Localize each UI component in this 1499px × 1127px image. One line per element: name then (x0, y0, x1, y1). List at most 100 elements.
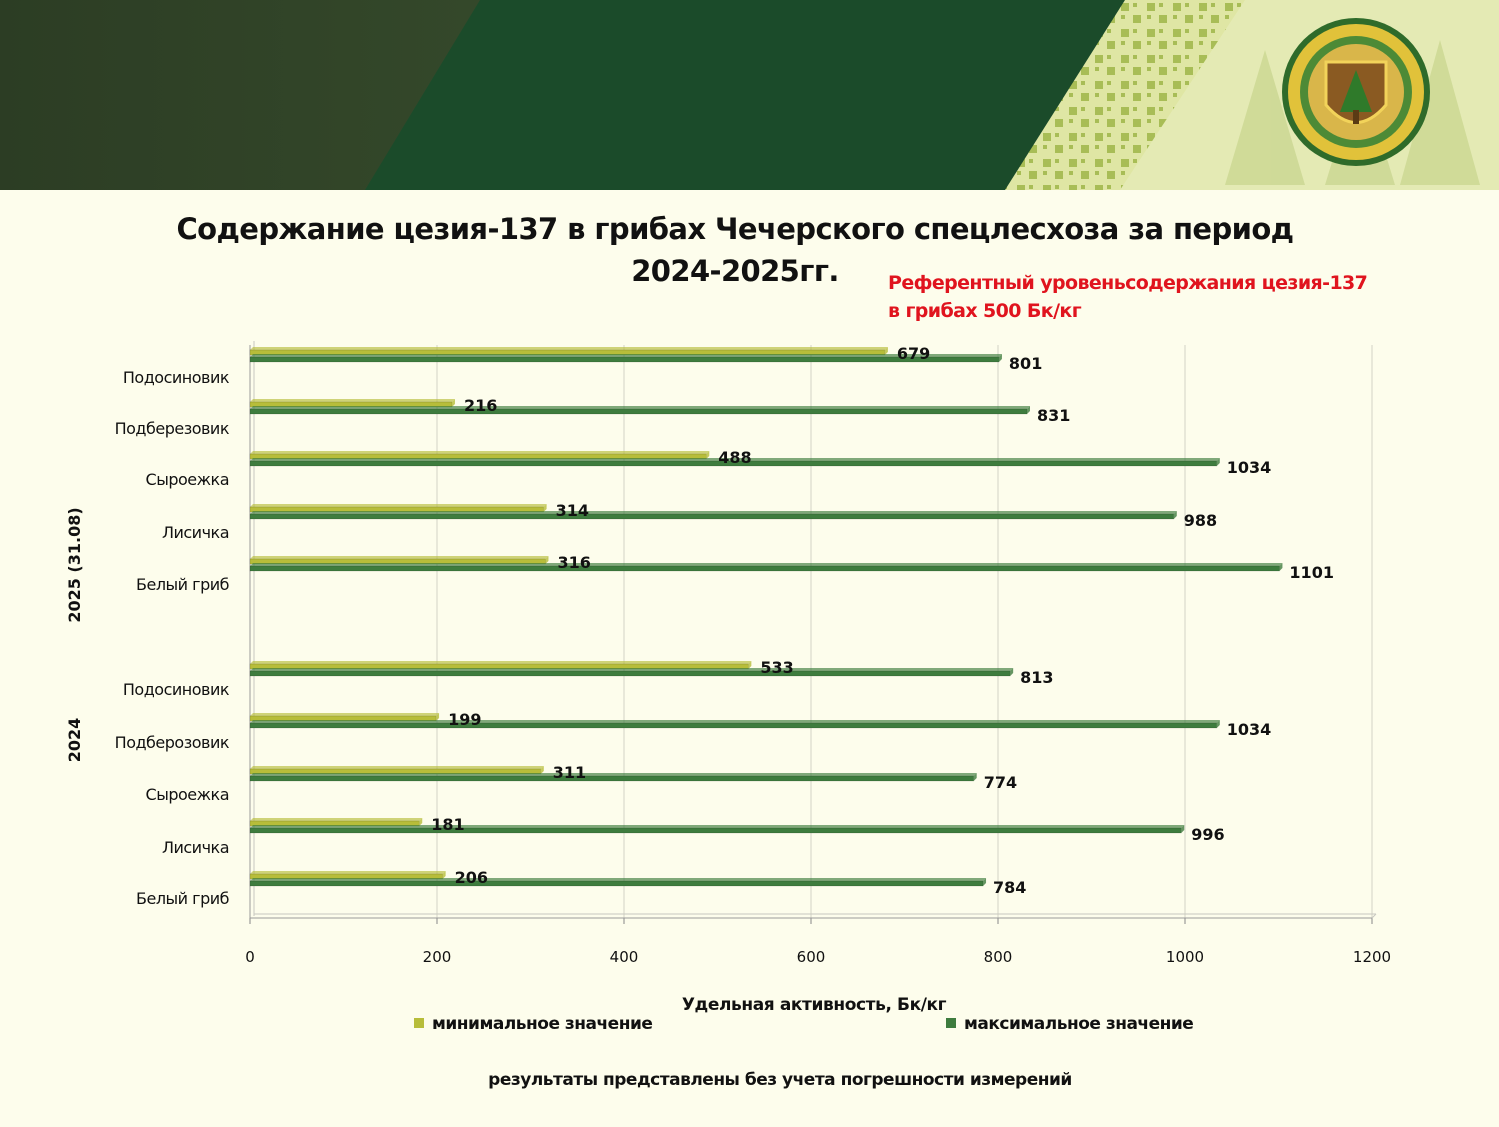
x-axis-title: Удельная активность, Бк/кг (682, 995, 947, 1015)
gridlines (436, 345, 1373, 918)
bar-side-face (1173, 511, 1177, 519)
bar-front-face (249, 880, 984, 887)
bar-min-4 (249, 871, 446, 880)
data-label-max: 1034 (1227, 458, 1272, 477)
bar-side-face (973, 773, 977, 781)
bar-top-face (250, 458, 1220, 461)
bar-max-3 (249, 825, 1185, 834)
data-label-min: 206 (455, 868, 488, 887)
category-label: Сыроежка (146, 785, 229, 804)
bar-top-face (250, 556, 549, 559)
x-tick-label: 0 (245, 948, 255, 966)
legend: минимальное значение максимальное значени… (414, 1014, 1194, 1034)
bar-top-face (250, 878, 987, 881)
bar-top-face (250, 720, 1220, 723)
bar-front-face (249, 775, 974, 782)
x-tick-label: 600 (797, 948, 826, 966)
bar-front-face (249, 565, 1280, 572)
bar-min-2 (249, 451, 710, 460)
data-label-min: 533 (760, 658, 793, 677)
emblem-icon (1282, 18, 1430, 166)
data-label-max: 831 (1037, 406, 1070, 425)
bar-side-face (1216, 458, 1220, 466)
footnote: результаты представлены без учета погреш… (488, 1070, 1072, 1090)
legend-label-max: максимальное значение (964, 1014, 1193, 1034)
bar-side-face (983, 878, 987, 886)
x-tick-label: 1000 (1166, 948, 1204, 966)
bar-front-face (249, 356, 1000, 363)
data-label-min: 311 (553, 763, 586, 782)
category-label: Белый гриб (136, 575, 229, 594)
bar-top-face (250, 354, 1002, 357)
bar-side-face (1026, 406, 1030, 414)
category-label: Подберозовик (115, 733, 230, 752)
data-label-min: 314 (556, 501, 589, 520)
bar-side-face (442, 871, 446, 879)
bar-side-face (1216, 720, 1220, 728)
bar-max-4 (249, 878, 987, 887)
bar-top-face (250, 773, 977, 776)
legend-swatch-min (414, 1018, 424, 1028)
bar-top-face (250, 766, 544, 769)
reference-note-line-2: в грибах 500 Бк/кг (888, 300, 1082, 322)
bar-top-face (250, 713, 440, 716)
group-label: 2024 (65, 718, 84, 763)
bar-side-face (748, 661, 752, 669)
data-label-min: 199 (448, 710, 481, 729)
category-label: Подосиновик (123, 680, 230, 699)
chart-title-line-1: Содержание цезия-137 в грибах Чечерского… (176, 212, 1294, 246)
legend-swatch-max (946, 1018, 956, 1028)
category-label: Лисичка (162, 838, 229, 857)
reference-level-note: Референтный уровеньсодержания цезия-137 … (888, 269, 1408, 325)
data-label-min: 679 (897, 344, 930, 363)
bar-top-face (250, 818, 423, 821)
x-tick-label: 800 (984, 948, 1013, 966)
data-label-max: 996 (1191, 825, 1224, 844)
bar-side-face (1279, 563, 1283, 571)
bar-side-face (998, 354, 1002, 362)
reference-note-line-1: Референтный уровеньсодержания цезия-137 (888, 272, 1368, 294)
bar-min-0 (249, 661, 752, 670)
bar-top-face (250, 871, 446, 874)
bar-top-face (250, 668, 1014, 671)
bar-top-face (250, 347, 888, 350)
bar-top-face (250, 406, 1030, 409)
x-tick-label: 400 (610, 948, 639, 966)
x-tick-label: 200 (423, 948, 452, 966)
bar-side-face (543, 504, 547, 512)
bar-side-face (706, 451, 710, 459)
bar-top-face (250, 563, 1283, 566)
bar-min-4 (249, 556, 549, 565)
bar-top-face (250, 451, 710, 454)
data-label-min: 181 (431, 815, 464, 834)
bar-top-face (250, 511, 1177, 514)
category-label: Сыроежка (146, 470, 229, 489)
x-tick-label: 1200 (1353, 948, 1391, 966)
data-label-max: 988 (1184, 511, 1217, 530)
bar-side-face (545, 556, 549, 564)
bar-min-0 (249, 347, 888, 356)
header-banner (0, 0, 1499, 190)
data-label-max: 801 (1009, 354, 1042, 373)
bar-top-face (250, 825, 1185, 828)
data-label-min: 488 (718, 448, 751, 467)
bar-max-2 (249, 773, 977, 782)
bar-min-1 (249, 713, 440, 722)
bar-front-face (249, 513, 1175, 520)
data-label-max: 774 (984, 773, 1017, 792)
data-label-min: 216 (464, 396, 497, 415)
bar-front-face (249, 408, 1028, 415)
bar-side-face (436, 713, 440, 721)
bar-max-4 (249, 563, 1283, 572)
axes: 0 200 400 600 800 1000 1200 Удельная активность… (245, 341, 1391, 1015)
legend-label-min: минимальное значение (432, 1014, 652, 1034)
bar-side-face (884, 347, 888, 355)
category-label: Подосиновик (123, 368, 230, 387)
bars (249, 347, 1283, 887)
bar-top-face (250, 661, 752, 664)
labels: 679 801 Подосиновик 216 831 Подберезовик 488 10… (65, 344, 1334, 908)
data-label-min: 316 (557, 553, 590, 572)
category-label: Подберезовик (115, 419, 230, 438)
bar-min-2 (249, 766, 544, 775)
x-axis-corner (1371, 913, 1377, 919)
